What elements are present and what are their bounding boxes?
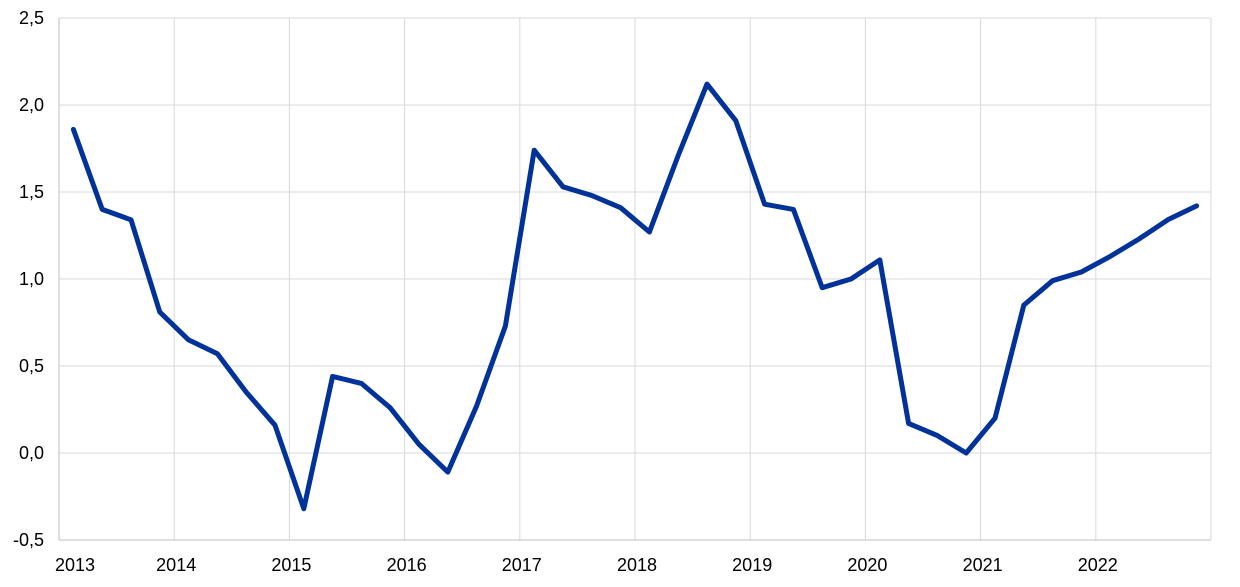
data-point xyxy=(1021,303,1026,308)
y-tick-label: 0,5 xyxy=(19,356,44,376)
data-point xyxy=(935,433,940,438)
data-point xyxy=(993,416,998,421)
data-point xyxy=(301,506,306,511)
data-point xyxy=(532,148,537,153)
series-layer xyxy=(70,81,1200,512)
data-point xyxy=(186,337,191,342)
y-tick-label: 2,5 xyxy=(19,8,44,28)
axes xyxy=(58,18,1211,541)
data-point xyxy=(503,324,508,329)
data-point xyxy=(1108,254,1113,259)
data-point xyxy=(330,374,335,379)
x-tick-label: 2013 xyxy=(55,555,95,575)
data-point xyxy=(906,421,911,426)
data-point xyxy=(157,310,162,315)
data-point xyxy=(561,184,566,189)
data-point xyxy=(849,277,854,282)
x-tick-label: 2015 xyxy=(271,555,311,575)
data-point xyxy=(273,423,278,428)
y-tick-label: 1,5 xyxy=(19,182,44,202)
data-point xyxy=(589,193,594,198)
data-point xyxy=(820,285,825,290)
x-tick-label: 2018 xyxy=(617,555,657,575)
data-point xyxy=(647,230,652,235)
data-point xyxy=(1194,203,1199,208)
x-tick-label: 2020 xyxy=(847,555,887,575)
data-point xyxy=(100,207,105,212)
series-line xyxy=(70,81,1200,512)
data-point xyxy=(129,217,134,222)
data-point xyxy=(964,451,969,456)
x-tick-label: 2019 xyxy=(732,555,772,575)
data-point xyxy=(215,351,220,356)
x-tick-label: 2021 xyxy=(963,555,1003,575)
x-tick-label: 2014 xyxy=(156,555,196,575)
grid xyxy=(58,17,1212,541)
data-point xyxy=(359,381,364,386)
data-point xyxy=(417,442,422,447)
data-point xyxy=(618,205,623,210)
data-point xyxy=(762,202,767,207)
data-point xyxy=(388,405,393,410)
data-point xyxy=(877,257,882,262)
data-point xyxy=(244,390,249,395)
y-tick-label: 2,0 xyxy=(19,95,44,115)
data-point xyxy=(791,207,796,212)
data-point xyxy=(676,153,681,158)
data-point xyxy=(71,127,76,132)
x-tick-label: 2022 xyxy=(1078,555,1118,575)
data-point xyxy=(445,470,450,475)
x-tick-label: 2017 xyxy=(502,555,542,575)
data-point xyxy=(733,118,738,123)
y-tick-label: -0,5 xyxy=(13,530,44,550)
tick-labels: -0,5 0,0 0,5 1,0 1,5 2,0 2,5 2013 2014 2015 2016 20… xyxy=(13,8,1118,575)
data-point xyxy=(474,404,479,409)
data-point xyxy=(1165,217,1170,222)
y-tick-label: 1,0 xyxy=(19,269,44,289)
x-tick-label: 2016 xyxy=(387,555,427,575)
y-tick-label: 0,0 xyxy=(19,443,44,463)
data-point xyxy=(1050,278,1055,283)
data-point xyxy=(1079,270,1084,275)
data-point xyxy=(1137,237,1142,242)
data-point xyxy=(705,82,710,87)
